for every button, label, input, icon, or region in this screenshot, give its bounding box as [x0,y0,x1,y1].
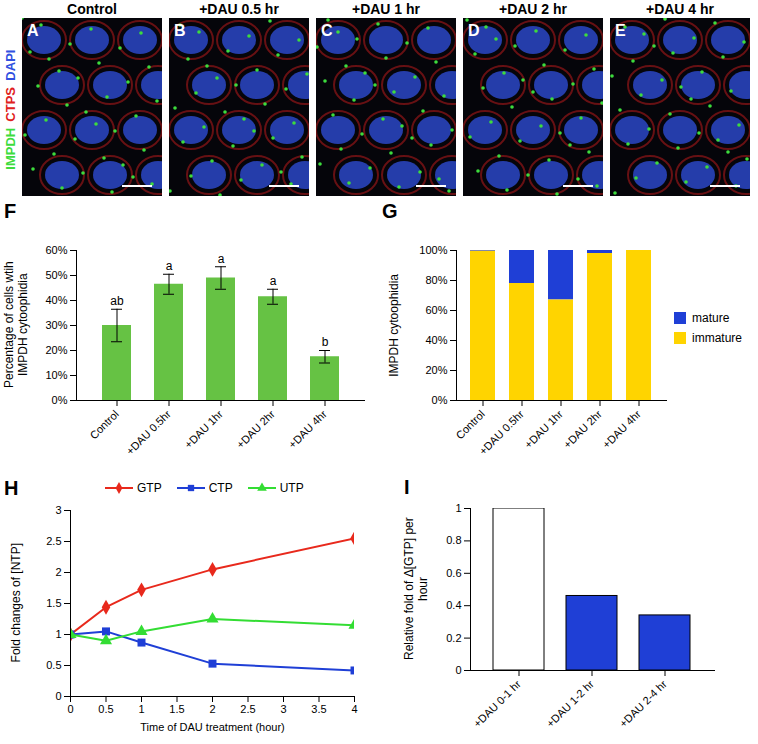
html-text:H: H [4,476,19,499]
svg-text:a: a [270,274,277,288]
svg-text:2.5: 2.5 [46,535,61,547]
html-text:F: F [4,200,17,222]
svg-text:40%: 40% [425,334,447,346]
svg-text:+DAU 4hr: +DAU 4hr [286,408,329,451]
svg-text:B: B [174,22,186,39]
html-text:GTP: GTP [137,481,162,495]
html-text:CTP: CTP [208,481,233,495]
svg-text:1: 1 [455,502,461,514]
html-text:+DAU 4 hr: +DAU 4 hr [646,1,714,17]
svg-text:20%: 20% [425,364,447,376]
svg-text:1.5: 1.5 [46,597,61,609]
svg-text:+DAU 1-2 hr: +DAU 1-2 hr [544,678,596,730]
svg-text:0%: 0% [432,394,448,406]
svg-text:100%: 100% [419,244,447,256]
svg-text:0: 0 [67,703,73,715]
svg-text:1.5: 1.5 [169,703,184,715]
svg-text:60%: 60% [45,244,67,256]
svg-text:Time of DAU treatment (hour): Time of DAU treatment (hour) [140,721,284,733]
svg-text:Control: Control [87,408,121,442]
svg-text:0: 0 [55,690,61,702]
svg-text:1: 1 [138,703,144,715]
html-text:immature: immature [692,331,742,345]
svg-text:20%: 20% [45,344,67,356]
svg-text:0.5: 0.5 [46,659,61,671]
svg-text:+DAU 0.5hr: +DAU 0.5hr [124,408,174,458]
svg-text:+DAU 2-4 hr: +DAU 2-4 hr [617,678,669,730]
svg-text:0.6: 0.6 [446,567,461,579]
svg-text:30%: 30% [45,319,67,331]
html-text:DAPI: DAPI [2,50,18,82]
html-text:Control: Control [67,1,117,17]
svg-text:C: C [321,22,333,39]
svg-text:+DAU 4hr: +DAU 4hr [600,408,643,451]
svg-text:10%: 10% [45,369,67,381]
svg-text:+DAU 0-1 hr: +DAU 0-1 hr [471,678,523,730]
svg-text:2: 2 [209,703,215,715]
svg-text:A: A [27,22,39,39]
svg-text:E: E [615,22,626,39]
svg-text:4: 4 [351,703,357,715]
html-text:mature: mature [692,311,730,325]
html-text:Relative fold of Δ[GTP] per ho: Relative fold of Δ[GTP] per hour [402,517,430,661]
html-text:UTP: UTP [279,481,304,495]
svg-text:a: a [166,259,173,273]
svg-text:50%: 50% [45,269,67,281]
html-text:Percentage of cells wtih IMPDH: Percentage of cells wtih IMPDH cytoophid… [2,261,30,389]
svg-text:2.5: 2.5 [240,703,255,715]
svg-text:0%: 0% [52,394,68,406]
svg-text:3: 3 [55,504,61,516]
svg-text:0.8: 0.8 [446,534,461,546]
html-text:IMPDH: IMPDH [2,127,18,170]
svg-text:80%: 80% [425,274,447,286]
svg-text:0: 0 [455,664,461,676]
svg-text:0.2: 0.2 [446,632,461,644]
html-text:I: I [404,476,410,498]
svg-text:ab: ab [110,294,124,308]
svg-text:0.5: 0.5 [98,703,113,715]
svg-text:b: b [322,335,329,349]
html-text:Fold changes of [NTP]: Fold changes of [NTP] [9,543,24,663]
svg-text:+DAU 1hr: +DAU 1hr [522,408,565,451]
html-text:+DAU 0.5 hr: +DAU 0.5 hr [199,1,279,17]
svg-text:D: D [468,22,480,39]
svg-text:3.5: 3.5 [311,703,326,715]
html-text:+DAU 1 hr: +DAU 1 hr [352,1,420,17]
svg-text:+DAU 0.5hr: +DAU 0.5hr [477,408,527,458]
svg-text:40%: 40% [45,294,67,306]
svg-text:+DAU 2hr: +DAU 2hr [234,408,277,451]
svg-text:60%: 60% [425,304,447,316]
html-text:+DAU 2 hr: +DAU 2 hr [499,1,567,17]
svg-text:+DAU 2hr: +DAU 2hr [561,408,604,451]
svg-text:Control: Control [453,408,487,442]
svg-text:3: 3 [280,703,286,715]
svg-text:a: a [218,252,225,266]
svg-text:0.4: 0.4 [446,599,461,611]
svg-text:+DAU 1hr: +DAU 1hr [182,408,225,451]
html-text:CTPS: CTPS [2,87,18,122]
svg-text:1: 1 [55,628,61,640]
svg-text:2: 2 [55,566,61,578]
html-text:IMPDH cytoophidia: IMPDH cytoophidia [387,273,402,377]
html-text:G: G [382,200,398,222]
